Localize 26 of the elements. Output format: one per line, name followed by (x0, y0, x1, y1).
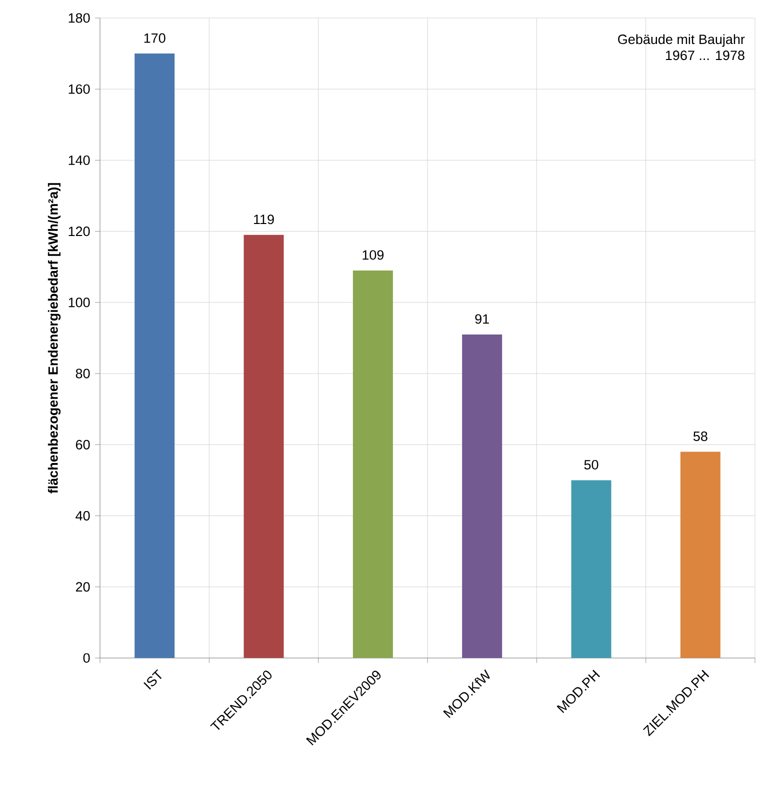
y-tick-label: 100 (68, 298, 90, 308)
x-tick-label: IST (144, 669, 162, 690)
y-axis-title: flächenbezogener Endenergiebedarf [kWh/(m²a)] (48, 183, 61, 494)
bar (352, 270, 393, 658)
y-tick-label: 0 (83, 653, 90, 663)
data-label: 50 (584, 460, 598, 470)
y-tick-label: 60 (76, 440, 90, 450)
bar (134, 54, 175, 658)
annotation: 1967 ... 1978 (666, 50, 744, 60)
bar (462, 334, 502, 658)
data-label: 109 (362, 250, 384, 260)
y-tick-label: 40 (76, 511, 90, 521)
y-tick-label: 180 (68, 13, 90, 23)
bar (571, 480, 612, 658)
bar (680, 452, 720, 658)
y-tick-label: 80 (76, 368, 90, 378)
y-tick-label: 140 (68, 155, 90, 165)
data-label: 91 (475, 314, 489, 324)
y-tick-label: 160 (68, 84, 90, 94)
data-label: 58 (693, 432, 708, 442)
data-label: 170 (144, 33, 166, 43)
bar (244, 234, 284, 658)
y-tick-label: 120 (68, 226, 90, 236)
data-label: 119 (254, 214, 274, 224)
annotation: Gebäude mit Baujahr (618, 34, 745, 47)
y-tick-label: 20 (76, 582, 90, 592)
